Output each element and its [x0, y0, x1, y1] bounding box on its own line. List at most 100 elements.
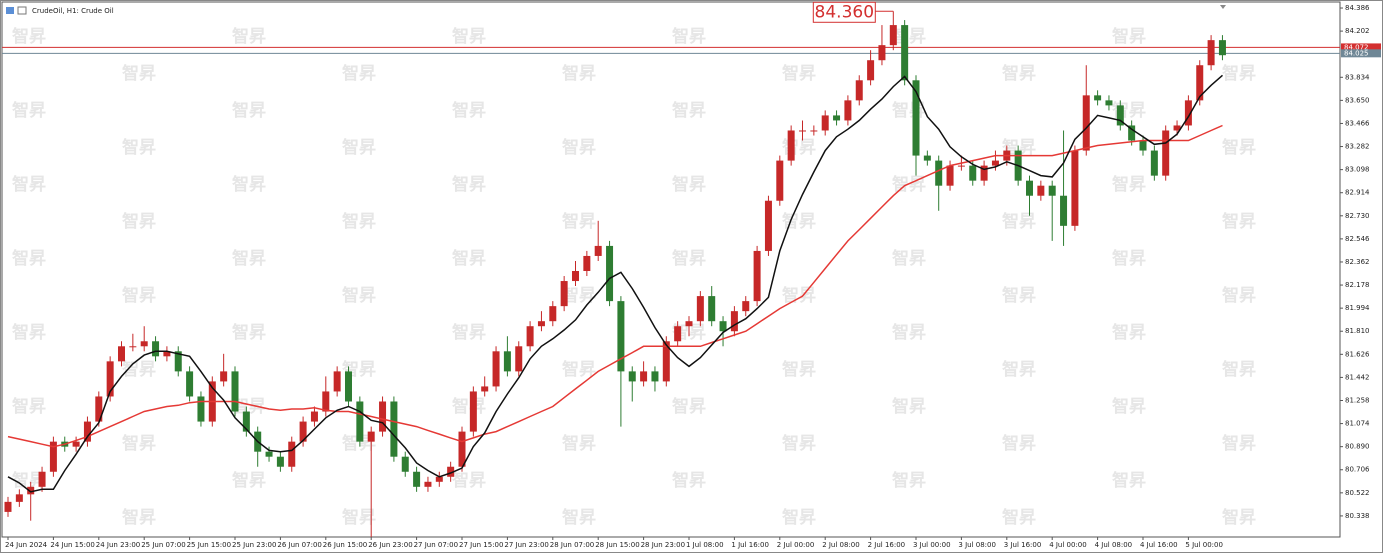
candle-body	[685, 321, 693, 327]
candle-body	[833, 115, 841, 121]
watermark: 智昇	[1002, 359, 1036, 380]
x-tick-label: 27 Jun 15:00	[459, 541, 503, 549]
x-tick-label: 3 Jul 00:00	[913, 541, 951, 549]
x-tick-label: 25 Jun 15:00	[187, 541, 231, 549]
y-tick-label: 81.442	[1345, 373, 1370, 381]
watermark: 智昇	[782, 285, 816, 306]
plot: 84.360	[4, 1, 1226, 537]
candle-body	[640, 371, 648, 382]
candle-body	[674, 326, 682, 342]
watermark: 智昇	[12, 470, 46, 491]
watermark: 智昇	[562, 285, 596, 306]
candle-body	[390, 401, 398, 457]
candle-body	[413, 471, 421, 487]
watermark: 智昇	[1222, 359, 1256, 380]
scroll-marker	[1220, 5, 1226, 9]
watermark: 智昇	[1112, 396, 1146, 417]
watermark: 智昇	[672, 396, 706, 417]
watermark: 智昇	[232, 174, 266, 195]
x-tick-label: 27 Jun 23:00	[504, 541, 548, 549]
y-tick-label: 82.914	[1345, 189, 1370, 197]
x-tick-label: 4 Jul 16:00	[1140, 541, 1178, 549]
y-tick-label: 82.730	[1345, 212, 1370, 220]
watermark: 智昇	[232, 248, 266, 269]
candle-body	[730, 311, 738, 332]
watermark: 智昇	[342, 211, 376, 232]
watermark: 智昇	[122, 137, 156, 158]
watermark: 智昇	[1112, 248, 1146, 269]
moving-average	[7, 74, 1223, 493]
y-tick-label: 82.178	[1345, 281, 1370, 289]
y-tick-label: 80.522	[1345, 489, 1370, 497]
watermark: 智昇	[342, 507, 376, 528]
candle-body	[662, 341, 670, 382]
y-tick-label: 83.098	[1345, 166, 1370, 174]
y-tick-label: 80.706	[1345, 466, 1370, 474]
y-tick-label: 80.890	[1345, 443, 1370, 451]
icon	[6, 7, 14, 14]
watermark: 智昇	[892, 396, 926, 417]
watermark: 智昇	[12, 248, 46, 269]
candle-body	[174, 351, 182, 372]
watermark: 智昇	[12, 100, 46, 121]
candle-body	[310, 411, 318, 422]
candle-body	[651, 371, 659, 382]
candle-body	[1037, 185, 1045, 196]
watermark: 智昇	[672, 100, 706, 121]
x-tick-label: 2 Jul 00:00	[777, 541, 815, 549]
watermark: 智昇	[342, 285, 376, 306]
candle-body	[628, 371, 636, 382]
candle-body	[719, 321, 727, 332]
x-tick-label: 1 Jul 08:00	[686, 541, 724, 549]
candle-body	[878, 45, 886, 61]
candle-body	[140, 341, 148, 347]
watermark: 智昇	[12, 396, 46, 417]
chart-title: CrudeOil, H1: Crude Oil	[32, 7, 114, 15]
candle-body	[152, 341, 160, 357]
candle-body	[118, 346, 125, 362]
watermark: 智昇	[892, 248, 926, 269]
x-tick-label: 28 Jun 07:00	[550, 541, 594, 549]
watermark: 智昇	[562, 433, 596, 454]
candle-body	[912, 80, 920, 156]
candle-body	[95, 396, 103, 422]
candle-body	[503, 351, 511, 372]
candle-body	[447, 466, 455, 477]
icon	[17, 6, 27, 15]
candle-body	[288, 441, 296, 467]
candle-body	[708, 296, 716, 322]
watermark: 智昇	[782, 137, 816, 158]
candle-body	[299, 421, 307, 442]
high-label: 84.360	[815, 2, 874, 22]
candle-body	[231, 371, 239, 412]
watermark: 智昇	[672, 174, 706, 195]
watermark: 智昇	[452, 100, 486, 121]
watermark: 智昇	[892, 26, 926, 47]
y-tick-label: 84.202	[1345, 27, 1370, 35]
candle-body	[1105, 100, 1113, 106]
watermark: 智昇	[232, 470, 266, 491]
candle-body	[844, 100, 852, 121]
watermark: 智昇	[122, 507, 156, 528]
y-tick-label: 84.386	[1345, 4, 1370, 12]
axes: 84.386 84.202 83.834 83.650 83.466 83.282 83.0…	[5, 4, 1381, 549]
x-tick-label: 5 Jul 00:00	[1185, 541, 1223, 549]
watermark: 智昇	[452, 174, 486, 195]
candle-body	[27, 486, 35, 495]
watermark: 智昇	[1002, 211, 1036, 232]
x-tick-label: 26 Jun 07:00	[277, 541, 321, 549]
price-tag	[1341, 49, 1381, 58]
candle-body	[424, 481, 432, 487]
watermark: 智昇	[1112, 26, 1146, 47]
watermark: 智昇	[892, 470, 926, 491]
candle-body	[969, 165, 977, 181]
candle-body	[163, 351, 171, 357]
high-box	[812, 1, 876, 23]
watermark: 智昇	[12, 174, 46, 195]
candle-body	[901, 25, 909, 81]
candle-body	[242, 411, 250, 432]
candle-body	[367, 431, 375, 442]
